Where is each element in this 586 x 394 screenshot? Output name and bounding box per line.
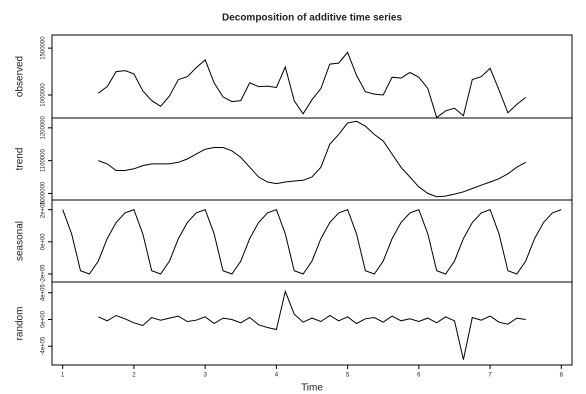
y-tick-label: 1100000 xyxy=(41,149,47,173)
y-tick-label: 0e+00 xyxy=(41,233,47,251)
panel-frame xyxy=(51,199,573,283)
x-axis-label: Time xyxy=(301,383,323,394)
x-tick-label: 6 xyxy=(417,373,421,379)
series-line xyxy=(98,120,526,198)
y-axis-label: random xyxy=(15,307,26,341)
y-tick-label: 0e+00 xyxy=(41,310,47,328)
y-tick-label: -4e+05 xyxy=(41,336,47,356)
y-tick-label: -2e+05 xyxy=(41,264,47,284)
y-axis-label: observed xyxy=(15,56,26,97)
y-tick-label: 1200000 xyxy=(41,115,47,139)
y-tick-label: 1500000 xyxy=(41,36,47,60)
y-tick-label: 1000000 xyxy=(41,181,47,205)
panel-frame xyxy=(51,117,573,201)
x-tick-label: 1 xyxy=(61,373,65,379)
panel-frame xyxy=(51,281,573,366)
x-tick-label: 2 xyxy=(132,373,136,379)
x-tick-label: 8 xyxy=(560,373,564,379)
series-line xyxy=(98,51,527,119)
y-axis-label: trend xyxy=(15,148,26,171)
y-axis-label: seasonal xyxy=(15,221,26,261)
y-tick-label: 1000000 xyxy=(41,83,47,107)
series-line xyxy=(98,289,526,360)
y-tick-label: 2e+05 xyxy=(41,201,47,219)
x-tick-label: 5 xyxy=(346,373,350,379)
x-tick-label: 4 xyxy=(275,373,279,379)
series-line xyxy=(62,208,562,275)
x-tick-label: 3 xyxy=(203,373,207,379)
chart-title: Decomposition of additive time series xyxy=(222,13,402,24)
y-tick-label: 4e+05 xyxy=(41,284,47,302)
x-tick-label: 7 xyxy=(488,373,492,379)
